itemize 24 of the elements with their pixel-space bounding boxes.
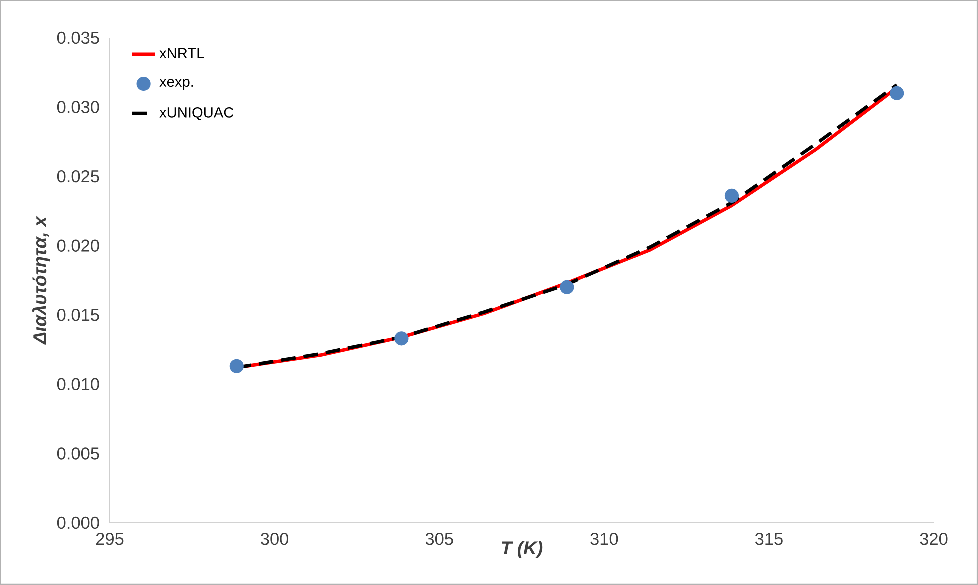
x-tick-label: 320 [920, 533, 948, 546]
y-tick-label: 0.035 [57, 32, 100, 44]
legend-label: xUNIQUAC [160, 108, 234, 120]
legend-label: xexp. [160, 79, 194, 90]
x-axis-title: T (K) [502, 541, 543, 558]
y-tick-label: 0.000 [57, 516, 100, 530]
point [724, 188, 739, 204]
point [560, 280, 574, 294]
x-tick-label: 300 [261, 533, 289, 546]
point [890, 86, 904, 100]
y-tick-label: 0.015 [57, 309, 100, 322]
x-tick-label: 295 [96, 533, 124, 546]
y-axis-title: Διαλυτότητα, x [32, 216, 50, 346]
point [394, 332, 409, 346]
x-tick-label: 310 [590, 533, 618, 546]
x-tick-label: 315 [755, 533, 783, 546]
legend-label: xNRTL [160, 48, 204, 58]
x-tick-label: 305 [426, 533, 454, 546]
y-tick-label: 0.020 [57, 240, 100, 252]
y-tick-label: 0.030 [57, 101, 100, 114]
y-tick-label: 0.025 [57, 170, 100, 183]
point [230, 359, 244, 374]
y-tick-label: 0.005 [57, 448, 100, 460]
y-tick-label: 0.010 [57, 378, 100, 391]
